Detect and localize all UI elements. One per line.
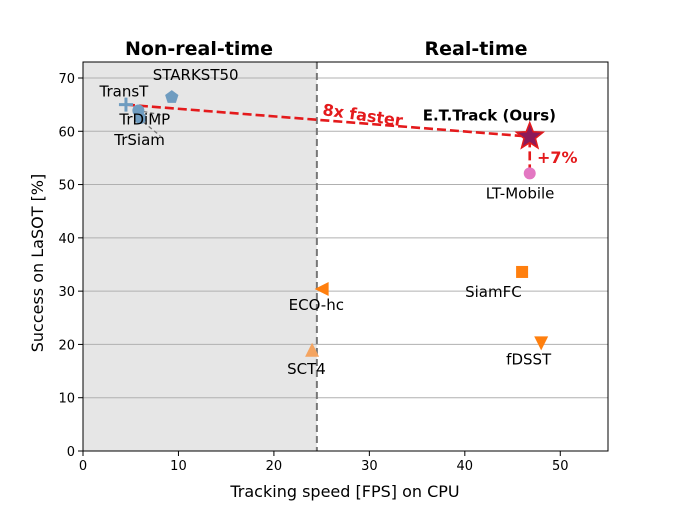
y-tick-label: 60 <box>58 125 75 140</box>
point-label-fdsst: fDSST <box>506 350 552 368</box>
x-tick-label: 10 <box>170 459 187 474</box>
point-siamfc <box>516 265 529 278</box>
region-layer <box>83 62 608 451</box>
region-real-time <box>316 62 608 451</box>
y-tick-label: 10 <box>58 392 75 407</box>
point-label-lt-mobile: LT-Mobile <box>486 184 555 202</box>
x-tick-label: 0 <box>79 459 87 474</box>
annotation-plus-7: +7% <box>537 148 578 167</box>
point-label-starkst50: STARKST50 <box>153 66 239 84</box>
point-fdsst <box>534 336 549 351</box>
point-starkst50 <box>165 90 179 103</box>
point-label-siamfc: SiamFC <box>465 283 522 301</box>
point-label-transt: TransT <box>99 83 150 101</box>
point-label-trdimp: TrDiMP <box>118 110 170 128</box>
x-tick-label: 20 <box>266 459 283 474</box>
point-label-sct4: SCT4 <box>287 360 326 378</box>
point-label-trsiam: TrSiam <box>113 131 165 149</box>
arrow-8x-faster <box>125 103 530 138</box>
x-tick-label: 30 <box>361 459 378 474</box>
y-tick-label: 0 <box>67 445 75 460</box>
x-tick-label: 50 <box>552 459 569 474</box>
marks-layer <box>118 90 549 357</box>
point-lt-mobile <box>523 167 536 180</box>
point-eco-hc <box>314 282 329 297</box>
y-tick-label: 30 <box>58 285 75 300</box>
point-trsiam <box>134 111 147 124</box>
point-label-eco-hc: ECO-hc <box>289 296 344 314</box>
region-title-non-real-time: Non-real-time <box>125 38 273 60</box>
y-tick-label: 70 <box>58 72 75 87</box>
y-tick-label: 20 <box>58 338 75 353</box>
region-title-real-time: Real-time <box>424 38 527 60</box>
grid-layer <box>83 62 608 452</box>
region-non-real-time <box>83 62 317 451</box>
y-axis-label: Success on LaSOT [%] <box>28 174 47 353</box>
axes-layer: 0 10 20 30 40 50 0 10 20 30 40 50 60 70 <box>58 61 609 474</box>
x-axis-label: Tracking speed [FPS] on CPU <box>229 482 459 501</box>
point-e-t-track-ours <box>514 120 546 150</box>
x-tick-label: 40 <box>457 459 474 474</box>
point-transt <box>118 97 133 112</box>
point-sct4 <box>305 342 320 357</box>
y-tick-label: 40 <box>58 232 75 247</box>
y-tick-label: 50 <box>58 179 75 194</box>
plot-frame <box>82 61 609 452</box>
leader-line <box>142 121 161 137</box>
point-label-e-t-track-ours: E.T.Track (Ours) <box>423 107 556 125</box>
leader-line <box>143 110 165 117</box>
